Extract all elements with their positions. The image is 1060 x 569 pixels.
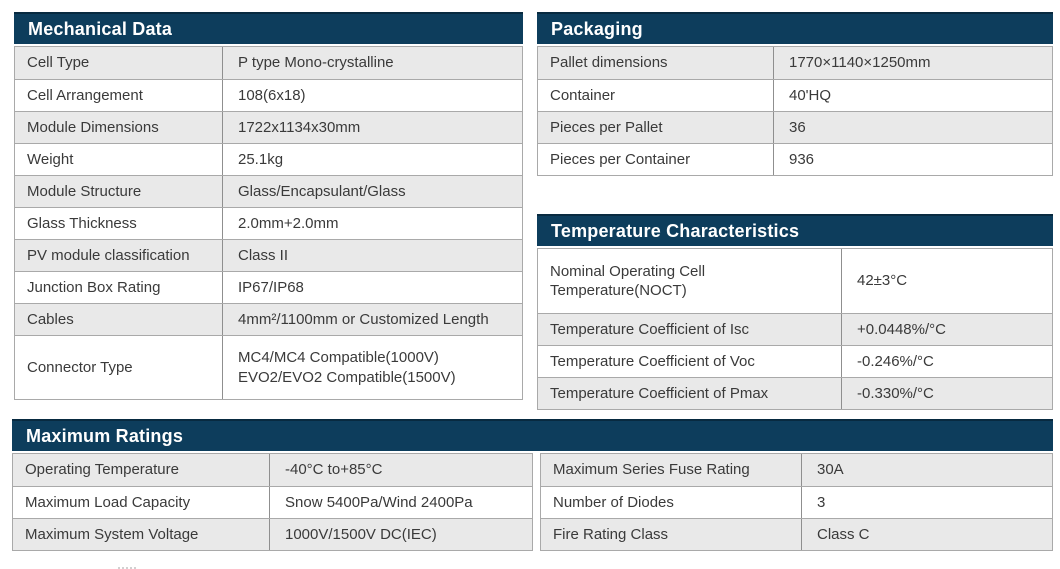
row-value: Snow 5400Pa/Wind 2400Pa [269, 487, 532, 518]
row-label: Weight [27, 150, 74, 168]
row-value: -0.330%/°C [841, 378, 1052, 409]
table-row: Temperature Coefficient of Isc +0.0448%/… [538, 313, 1052, 345]
row-value: Glass/Encapsulant/Glass [222, 176, 522, 207]
table-row: Number of Diodes 3 [541, 486, 1052, 518]
row-label: Cell Arrangement [27, 86, 143, 104]
row-value: 30A [801, 454, 1052, 486]
row-value: 1000V/1500V DC(IEC) [269, 519, 532, 550]
table-row: Maximum System Voltage 1000V/1500V DC(IE… [13, 518, 532, 550]
table-row: Weight 25.1kg [15, 143, 522, 175]
row-label: Module Structure [27, 182, 142, 200]
table-row: Connector Type MC4/MC4 Compatible(1000V)… [15, 335, 522, 399]
row-label: Cables [27, 310, 74, 328]
maximum-ratings-table: Maximum Ratings Operating Temperature -4… [12, 419, 1053, 551]
table-row: Cables 4mm²/1100mm or Customized Length [15, 303, 522, 335]
row-value: 36 [773, 112, 1052, 143]
mechanical-data-table: Mechanical Data Cell Type P type Mono-cr… [14, 12, 523, 400]
row-label: Maximum Load Capacity [25, 493, 191, 511]
table-row: Module Dimensions 1722x1134x30mm [15, 111, 522, 143]
row-label: Pieces per Container [550, 150, 691, 168]
table-row: Glass Thickness 2.0mm+2.0mm [15, 207, 522, 239]
table-row: Temperature Coefficient of Voc -0.246%/°… [538, 345, 1052, 377]
row-label: Glass Thickness [27, 214, 137, 232]
row-value: +0.0448%/°C [841, 314, 1052, 345]
row-label: Module Dimensions [27, 118, 159, 136]
table-row: Cell Arrangement 108(6x18) [15, 79, 522, 111]
row-value: Class II [222, 240, 522, 271]
row-label: Nominal Operating Cell Temperature(NOCT) [550, 262, 706, 300]
table-row: Maximum Load Capacity Snow 5400Pa/Wind 2… [13, 486, 532, 518]
row-value: IP67/IP68 [222, 272, 522, 303]
row-value: 936 [773, 144, 1052, 175]
row-value: 108(6x18) [222, 80, 522, 111]
row-value: 40'HQ [773, 80, 1052, 111]
row-value: MC4/MC4 Compatible(1000V) EVO2/EVO2 Comp… [222, 336, 522, 399]
row-label: Cell Type [27, 54, 90, 72]
mechanical-data-title: Mechanical Data [14, 12, 523, 44]
temperature-characteristics-body: Nominal Operating Cell Temperature(NOCT)… [537, 248, 1053, 410]
table-row: Cell Type P type Mono-crystalline [15, 47, 522, 79]
row-value: 25.1kg [222, 144, 522, 175]
row-label: Connector Type [27, 358, 133, 376]
row-label: Pieces per Pallet [550, 118, 663, 136]
table-row: Pieces per Pallet 36 [538, 111, 1052, 143]
row-value: 1770×1140×1250mm [773, 47, 1052, 79]
maximum-ratings-body: Operating Temperature -40°C to+85°C Maxi… [12, 453, 1053, 551]
row-label: PV module classification [27, 246, 190, 264]
row-value: 1722x1134x30mm [222, 112, 522, 143]
row-value: -0.246%/°C [841, 346, 1052, 377]
table-row: Pallet dimensions 1770×1140×1250mm [538, 47, 1052, 79]
row-label: Maximum Series Fuse Rating [553, 461, 750, 479]
table-row: PV module classification Class II [15, 239, 522, 271]
mechanical-data-body: Cell Type P type Mono-crystalline Cell A… [14, 46, 523, 400]
row-value: -40°C to+85°C [269, 454, 532, 486]
row-value: 4mm²/1100mm or Customized Length [222, 304, 522, 335]
row-label: Operating Temperature [25, 461, 179, 479]
packaging-table: Packaging Pallet dimensions 1770×1140×12… [537, 12, 1053, 176]
table-row: Junction Box Rating IP67/IP68 [15, 271, 522, 303]
table-row: Container 40'HQ [538, 79, 1052, 111]
table-row: Pieces per Container 936 [538, 143, 1052, 175]
table-row: Nominal Operating Cell Temperature(NOCT)… [538, 249, 1052, 313]
row-label: Temperature Coefficient of Isc [550, 320, 749, 338]
row-value: 2.0mm+2.0mm [222, 208, 522, 239]
table-row: Maximum Series Fuse Rating 30A [541, 454, 1052, 486]
table-row: Temperature Coefficient of Pmax -0.330%/… [538, 377, 1052, 409]
maximum-ratings-right-columns: Maximum Series Fuse Rating 30A Number of… [540, 453, 1053, 551]
table-row: Operating Temperature -40°C to+85°C [13, 454, 532, 486]
row-label: Number of Diodes [553, 493, 674, 511]
packaging-title: Packaging [537, 12, 1053, 44]
cropped-text-artifact [118, 563, 136, 569]
row-label: Temperature Coefficient of Voc [550, 352, 755, 370]
row-value: P type Mono-crystalline [222, 47, 522, 79]
temperature-characteristics-table: Temperature Characteristics Nominal Oper… [537, 214, 1053, 410]
table-row: Fire Rating Class Class C [541, 518, 1052, 550]
maximum-ratings-left-columns: Operating Temperature -40°C to+85°C Maxi… [12, 453, 533, 551]
row-label: Temperature Coefficient of Pmax [550, 384, 769, 402]
table-row: Module Structure Glass/Encapsulant/Glass [15, 175, 522, 207]
maximum-ratings-title: Maximum Ratings [12, 419, 1053, 451]
row-value: Class C [801, 519, 1052, 550]
row-value: 3 [801, 487, 1052, 518]
row-label: Pallet dimensions [550, 54, 668, 72]
row-label: Junction Box Rating [27, 278, 161, 296]
temperature-characteristics-title: Temperature Characteristics [537, 214, 1053, 246]
packaging-body: Pallet dimensions 1770×1140×1250mm Conta… [537, 46, 1053, 176]
row-label: Container [550, 86, 616, 104]
row-value: 42±3°C [841, 249, 1052, 313]
row-label: Fire Rating Class [553, 525, 669, 543]
row-label: Maximum System Voltage [25, 525, 199, 543]
